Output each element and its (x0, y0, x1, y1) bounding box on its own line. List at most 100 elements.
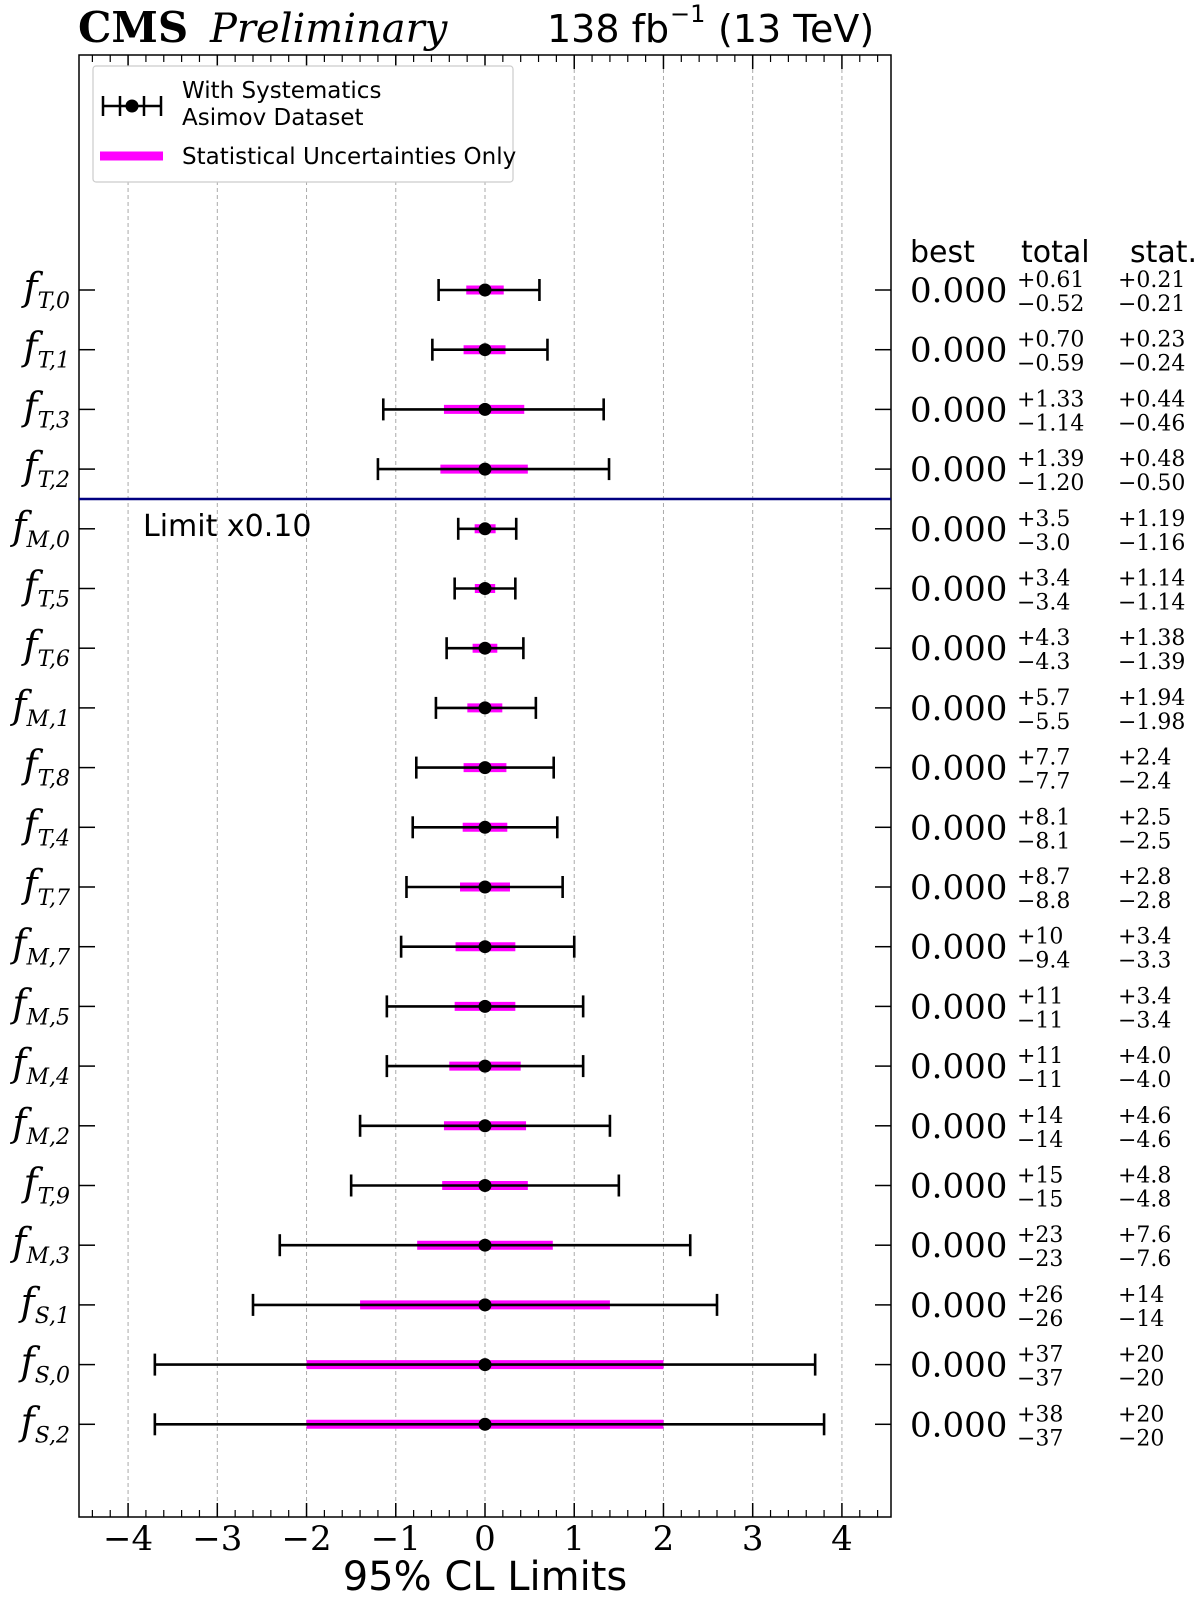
best-value: 0.000 (910, 689, 1007, 729)
best-value: 0.000 (910, 510, 1007, 550)
row-label: fS,1 (18, 1280, 70, 1329)
stat-down: −0.24 (1118, 352, 1185, 377)
row-t-0: fT,0 0.000 +0.61−0.52 +0.21−0.21 (20, 265, 1185, 317)
best-fit-point (478, 1417, 492, 1431)
stat-up: +0.21 (1118, 268, 1185, 293)
best-value: 0.000 (910, 629, 1007, 669)
stat-down: −0.50 (1118, 471, 1185, 496)
total-down: −37 (1017, 1426, 1063, 1451)
x-tick-label: −4 (103, 1519, 153, 1559)
row-m-3: fM,3 0.000 +23−23 +7.6−7.6 (9, 1220, 1171, 1272)
total-up: +4.3 (1017, 626, 1070, 651)
row-t-6: fT,6 0.000 +4.3−4.3 +1.38−1.39 (20, 623, 1185, 675)
x-tick-label: 0 (474, 1519, 496, 1559)
row-t-3: fT,3 0.000 +1.33−1.14 +0.44−0.46 (20, 384, 1185, 436)
total-up: +7.7 (1017, 746, 1070, 771)
x-tick-label: −1 (371, 1519, 421, 1559)
row-t-4: fT,4 0.000 +8.1−8.1 +2.5−2.5 (20, 802, 1171, 854)
row-label: fM,2 (9, 1101, 70, 1150)
row-label: fT,4 (20, 802, 70, 851)
best-fit-point (478, 402, 492, 416)
x-tick-label: −2 (281, 1519, 331, 1559)
row-label: fM,0 (9, 504, 70, 553)
total-up: +37 (1017, 1343, 1063, 1368)
column-header-best: best (910, 235, 975, 270)
row-m-7: fM,7 0.000 +10−9.4 +3.4−3.3 (9, 922, 1171, 974)
total-down: −8.1 (1017, 829, 1070, 854)
total-up: +1.33 (1017, 387, 1084, 412)
row-m-5: fM,5 0.000 +11−11 +3.4−3.4 (9, 981, 1171, 1033)
row-label: fM,1 (9, 683, 70, 732)
stat-down: −4.0 (1118, 1068, 1171, 1093)
stat-up: +0.44 (1118, 387, 1185, 412)
total-down: −7.7 (1017, 770, 1070, 795)
stat-up: +4.8 (1118, 1164, 1171, 1189)
best-fit-point (478, 343, 492, 357)
total-up: +11 (1017, 1044, 1063, 1069)
stat-down: −0.21 (1118, 292, 1185, 317)
stat-up: +1.38 (1118, 626, 1185, 651)
best-fit-point (478, 1358, 492, 1372)
row-t-1: fT,1 0.000 +0.70−0.59 +0.23−0.24 (20, 325, 1185, 377)
stat-down: −0.46 (1118, 411, 1185, 436)
best-fit-point (478, 820, 492, 834)
row-t-9: fT,9 0.000 +15−15 +4.8−4.8 (20, 1161, 1171, 1213)
stat-down: −2.4 (1118, 770, 1171, 795)
best-value: 0.000 (910, 1286, 1007, 1326)
row-label: fT,3 (20, 384, 70, 433)
column-header-stat: stat. (1130, 235, 1197, 270)
best-fit-point (478, 522, 492, 536)
stat-down: −14 (1118, 1307, 1164, 1332)
grid-lines (127, 55, 843, 1517)
stat-up: +20 (1118, 1343, 1164, 1368)
row-label: fM,5 (9, 981, 70, 1030)
total-down: −0.59 (1017, 352, 1084, 377)
total-down: −5.5 (1017, 710, 1070, 735)
luminosity-label: 138 fb (547, 7, 669, 51)
best-fit-point (478, 999, 492, 1013)
best-value: 0.000 (910, 1107, 1007, 1147)
legend-systematics-label: With Systematics (182, 78, 381, 104)
stat-down: −20 (1118, 1367, 1164, 1392)
best-value: 0.000 (910, 1226, 1007, 1266)
stat-up: +2.4 (1118, 746, 1171, 771)
best-fit-point (478, 1119, 492, 1133)
stat-up: +0.23 (1118, 328, 1185, 353)
best-value: 0.000 (910, 1167, 1007, 1207)
total-down: −1.14 (1017, 411, 1084, 436)
best-fit-point (478, 1238, 492, 1252)
row-m-0: fM,0 0.000 +3.5−3.0 +1.19−1.16 (9, 504, 1185, 556)
best-value: 0.000 (910, 1405, 1007, 1445)
stat-down: −1.14 (1118, 591, 1185, 616)
row-m-4: fM,4 0.000 +11−11 +4.0−4.0 (9, 1041, 1171, 1093)
total-down: −8.8 (1017, 889, 1070, 914)
total-down: −11 (1017, 1008, 1063, 1033)
best-value: 0.000 (910, 271, 1007, 311)
total-up: +3.4 (1017, 567, 1070, 592)
best-fit-point (478, 1298, 492, 1312)
data-rows: fT,0 0.000 +0.61−0.52 +0.21−0.21 fT,1 0.000 +0… (9, 265, 1185, 1451)
column-header-total: total (1021, 235, 1090, 270)
total-up: +11 (1017, 984, 1063, 1009)
best-value: 0.000 (910, 570, 1007, 610)
row-t-8: fT,8 0.000 +7.7−7.7 +2.4−2.4 (20, 743, 1171, 795)
best-value: 0.000 (910, 1346, 1007, 1386)
row-t-5: fT,5 0.000 +3.4−3.4 +1.14−1.14 (20, 564, 1185, 616)
stat-up: +14 (1118, 1283, 1164, 1308)
legend-errorbar-marker (101, 96, 163, 116)
row-label: fT,8 (20, 743, 70, 792)
row-label: fT,7 (20, 862, 70, 911)
legend-box (92, 65, 514, 183)
row-label: fT,2 (20, 444, 70, 493)
best-fit-point (478, 880, 492, 894)
stat-up: +20 (1118, 1402, 1164, 1427)
energy-label: (13 TeV) (718, 7, 874, 51)
best-value: 0.000 (910, 808, 1007, 848)
total-up: +8.1 (1017, 805, 1070, 830)
stat-up: +4.6 (1118, 1104, 1171, 1129)
total-down: −26 (1017, 1307, 1063, 1332)
legend-asimov-label: Asimov Dataset (182, 105, 364, 131)
total-up: +23 (1017, 1223, 1063, 1248)
best-value: 0.000 (910, 450, 1007, 490)
